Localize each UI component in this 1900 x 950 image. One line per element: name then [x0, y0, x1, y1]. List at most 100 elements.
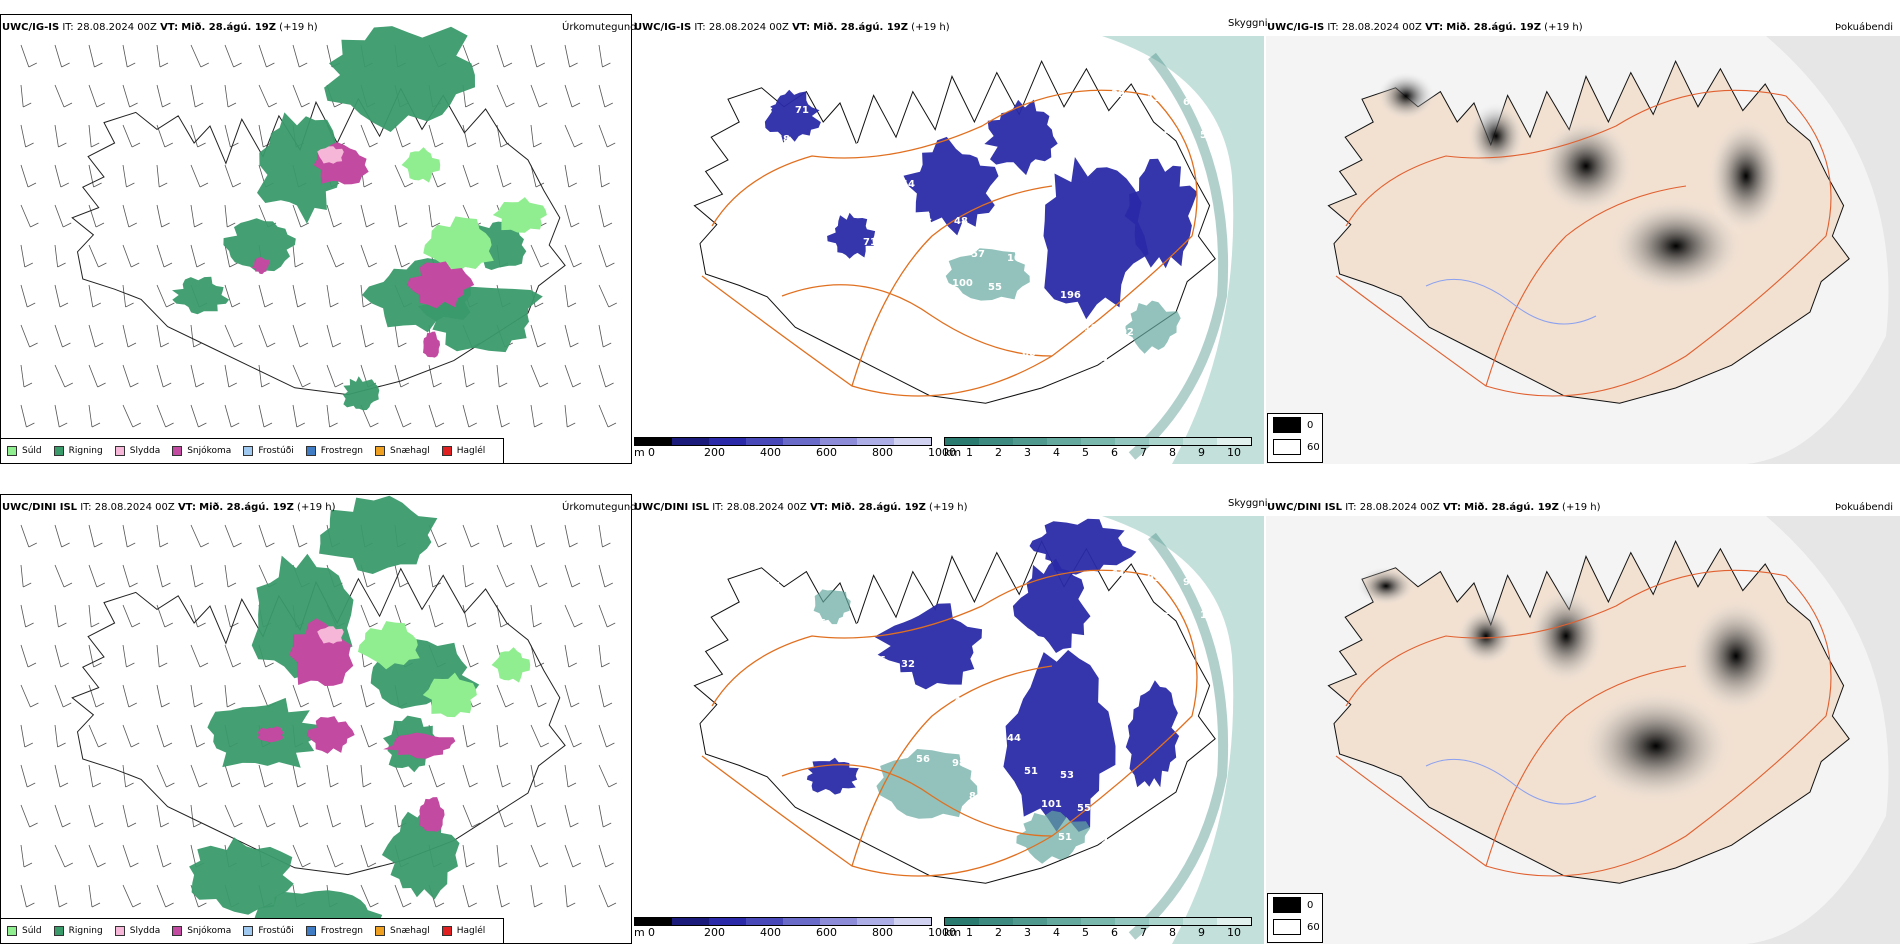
visibility-label: 55 [1077, 803, 1091, 814]
fog-index-area [1576, 686, 1736, 806]
visibility-label: 55 [988, 282, 1002, 293]
river-network [1425, 758, 1597, 805]
visibility-sea-shading [1102, 36, 1264, 464]
visibility-map-row2: 75 48 50 32 42 44 53 60 98 167 45 306 149 63 51 55 77 96 1… [632, 516, 1264, 944]
colorbar-m [634, 437, 932, 446]
fog-legend-label: 60 [1307, 441, 1320, 453]
visibility-label: 57 [971, 249, 985, 260]
legend-label: Súld [22, 446, 42, 456]
visibility-label: 60 [1022, 348, 1036, 359]
visibility-label: 75 [742, 548, 756, 559]
colorbar-tick: 1 [966, 926, 973, 939]
precip-map-canvas [20, 495, 617, 943]
legend-item: Frostregn [305, 926, 364, 936]
road-network [1335, 569, 1832, 877]
visibility-title-row2: UWC/DINI ISL IT: 28.08.2024 00Z VT: Mið.… [634, 502, 968, 513]
low-visibility-area [1003, 650, 1116, 832]
colorbar-unit-km: km [944, 926, 962, 939]
colorbar-tick: 10 [1227, 446, 1241, 459]
legend-swatch [172, 926, 183, 936]
fog-map-row1 [1266, 36, 1900, 464]
legend-swatch [53, 446, 64, 456]
legend-swatch [114, 926, 125, 936]
colorbar-tick: 8 [1169, 926, 1176, 939]
snow-area [257, 726, 284, 743]
visibility-label: 39 [1111, 89, 1125, 100]
visibility-label: 189 [810, 200, 831, 211]
legend-item: Haglél [441, 926, 485, 936]
colorbar-km [944, 437, 1252, 446]
road-network [701, 89, 1198, 397]
visibility-label: 51 [846, 684, 860, 695]
visibility-type-label-row2: Skyggni [1228, 498, 1268, 509]
legend-swatch [243, 446, 254, 456]
legend-item: Frostregn [305, 446, 363, 456]
visibility-label: 87 [863, 717, 877, 728]
fog-index-area [1536, 116, 1636, 216]
legend-swatch [441, 446, 452, 456]
legend-swatch [53, 926, 64, 936]
fog-title-row2: UWC/DINI ISL IT: 28.08.2024 00Z VT: Mið.… [1267, 502, 1601, 513]
visibility-label: 59 [935, 725, 949, 736]
visibility-label: 102 [1113, 327, 1134, 338]
fog-area [813, 589, 851, 625]
visibility-sea-shading [1102, 516, 1264, 944]
legend-label: Slydda [129, 926, 161, 936]
visibility-label: 52 [759, 101, 773, 112]
colorbar-tick: 3 [1024, 446, 1031, 459]
low-visibility-area [903, 136, 999, 236]
legend-item: Frostúði [243, 446, 294, 456]
colorbar-m [634, 917, 932, 926]
precip-title-row2: UWC/DINI ISL IT: 28.08.2024 00Z VT: Mið.… [2, 502, 336, 513]
visibility-label: 93 [899, 721, 913, 732]
fog-map-canvas [1266, 36, 1900, 464]
fog-index-area [1456, 606, 1516, 666]
visibility-label: 40 [1164, 126, 1178, 137]
visibility-label: 50 [757, 163, 771, 174]
visibility-label: 101 [1041, 799, 1062, 810]
precip-type-map-row1: Súld Rigning Slydda Snjókoma Frostúði Frostre… [0, 14, 632, 464]
legend-item: Snjókoma [172, 926, 231, 936]
low-visibility-area [827, 212, 876, 259]
colorbar-tick: 400 [760, 926, 781, 939]
visibility-label: 98 [952, 758, 966, 769]
legend-item: Súld [7, 446, 42, 456]
visibility-label: 64 [865, 175, 879, 186]
visibility-label: 70 [812, 138, 826, 149]
colorbar-tick: 0 [648, 926, 655, 939]
colorbar-tick: 600 [816, 926, 837, 939]
fog-area [1125, 300, 1181, 354]
low-visibility-area [764, 89, 821, 143]
legend-label: Frostregn [320, 926, 364, 936]
colorbar-tick: 9 [1198, 926, 1205, 939]
snow-area [306, 716, 355, 754]
rain-area [172, 276, 230, 315]
colorbar-tick: 1000 [928, 446, 956, 459]
fog-legend-row: 60 [1268, 436, 1322, 458]
legend-item: Rigning [53, 446, 103, 456]
precip-type-label-row2: Úrkomutegund [562, 502, 637, 513]
road-network [701, 569, 1198, 877]
low-visibility-area [1043, 157, 1149, 320]
visibility-label: 50 [1200, 130, 1214, 141]
colorbar-tick: 5 [1082, 446, 1089, 459]
legend-label: Haglél [456, 446, 486, 456]
sleet-area [317, 626, 344, 644]
colorbar-tick: 8 [1169, 446, 1176, 459]
colorbar-tick: 800 [872, 926, 893, 939]
precip-legend: Súld Rigning Slydda Snjókoma Frostúði Frostre… [1, 438, 505, 463]
visibility-label: 48 [954, 216, 968, 227]
colorbar-tick: 5 [1082, 926, 1089, 939]
visibility-label: 45 [882, 208, 896, 219]
visibility-label: 80 [916, 274, 930, 285]
rain-area [189, 837, 294, 915]
colorbar-tick: 200 [704, 446, 725, 459]
colorbar-tick: 4 [1053, 926, 1060, 939]
legend-item: Súld [7, 926, 42, 936]
legend-label: Frostúði [258, 446, 294, 456]
colorbar-tick: 9 [1198, 446, 1205, 459]
visibility-label: 57 [1005, 795, 1019, 806]
colorbar-unit-m: m [634, 926, 645, 939]
visibility-label: 72 [793, 167, 807, 178]
colorbar-tick: 6 [1111, 926, 1118, 939]
